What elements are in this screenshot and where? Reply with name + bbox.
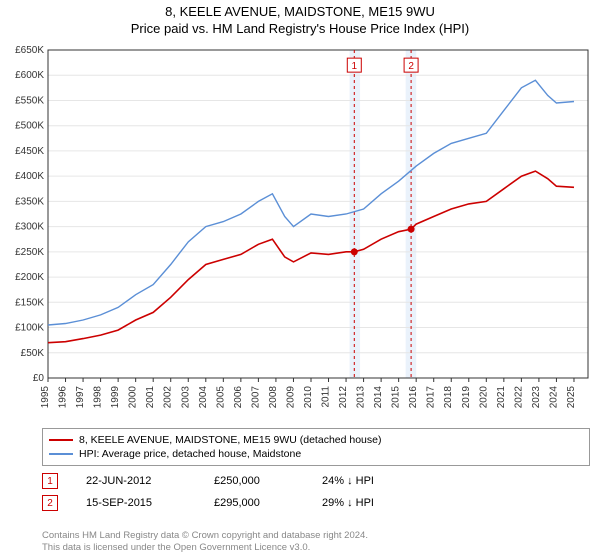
sale-row: 1 22-JUN-2012 £250,000 24% ↓ HPI: [42, 470, 590, 492]
svg-text:2001: 2001: [145, 386, 156, 409]
svg-text:2022: 2022: [513, 386, 524, 409]
footer-line1: Contains HM Land Registry data © Crown c…: [42, 530, 590, 542]
sales-table: 1 22-JUN-2012 £250,000 24% ↓ HPI 2 15-SEP-201…: [42, 470, 590, 514]
svg-text:2003: 2003: [180, 386, 191, 409]
sale-price: £295,000: [214, 497, 294, 509]
svg-text:2021: 2021: [496, 386, 507, 409]
svg-text:2010: 2010: [303, 386, 314, 409]
svg-text:2007: 2007: [250, 386, 261, 409]
svg-text:1: 1: [352, 61, 358, 72]
svg-text:2025: 2025: [566, 386, 577, 409]
svg-text:2024: 2024: [548, 386, 559, 409]
svg-text:2020: 2020: [478, 386, 489, 409]
svg-text:2018: 2018: [443, 386, 454, 409]
svg-text:2011: 2011: [321, 386, 332, 408]
svg-text:2008: 2008: [268, 386, 279, 409]
svg-text:2006: 2006: [233, 386, 244, 409]
svg-text:2019: 2019: [461, 386, 472, 409]
svg-text:£100K: £100K: [15, 323, 44, 334]
svg-text:1999: 1999: [110, 386, 121, 409]
svg-text:£200K: £200K: [15, 272, 44, 283]
legend-swatch: [49, 439, 73, 441]
svg-text:£600K: £600K: [15, 70, 44, 81]
svg-text:2: 2: [408, 61, 414, 72]
sale-diff: 29% ↓ HPI: [322, 497, 422, 509]
svg-text:£250K: £250K: [15, 247, 44, 258]
line-chart: £0 £50K £100K £150K £200K £250K £300K £350K £400…: [0, 42, 600, 422]
sale-marker: 1: [42, 473, 58, 489]
svg-text:2012: 2012: [338, 386, 349, 409]
svg-text:1995: 1995: [40, 386, 51, 409]
chart-container: 8, KEELE AVENUE, MAIDSTONE, ME15 9WU Pri…: [0, 0, 600, 560]
svg-text:£400K: £400K: [15, 171, 44, 182]
svg-text:2002: 2002: [163, 386, 174, 409]
svg-text:2014: 2014: [373, 386, 384, 409]
svg-text:£300K: £300K: [15, 222, 44, 233]
sale-diff: 24% ↓ HPI: [322, 475, 422, 487]
svg-text:2017: 2017: [426, 386, 437, 409]
svg-text:£450K: £450K: [15, 146, 44, 157]
svg-text:£550K: £550K: [15, 95, 44, 106]
chart-title-line2: Price paid vs. HM Land Registry's House …: [0, 21, 600, 40]
svg-text:£650K: £650K: [15, 45, 44, 56]
legend-swatch: [49, 453, 73, 455]
legend-item: HPI: Average price, detached house, Maid…: [49, 447, 583, 461]
legend-label: HPI: Average price, detached house, Maid…: [79, 448, 301, 460]
legend: 8, KEELE AVENUE, MAIDSTONE, ME15 9WU (de…: [42, 428, 590, 466]
svg-text:2016: 2016: [408, 386, 419, 409]
svg-text:2005: 2005: [215, 386, 226, 409]
svg-text:£150K: £150K: [15, 297, 44, 308]
svg-text:2013: 2013: [356, 386, 367, 409]
svg-text:2004: 2004: [198, 386, 209, 409]
sale-row: 2 15-SEP-2015 £295,000 29% ↓ HPI: [42, 492, 590, 514]
footer-line2: This data is licensed under the Open Gov…: [42, 542, 590, 554]
footer-attribution: Contains HM Land Registry data © Crown c…: [42, 530, 590, 554]
svg-text:2009: 2009: [285, 386, 296, 409]
svg-text:£0: £0: [33, 373, 45, 384]
svg-text:2000: 2000: [128, 386, 139, 409]
chart-title-line1: 8, KEELE AVENUE, MAIDSTONE, ME15 9WU: [0, 0, 600, 21]
sale-date: 15-SEP-2015: [86, 497, 186, 509]
sale-marker: 2: [42, 495, 58, 511]
sale-date: 22-JUN-2012: [86, 475, 186, 487]
sale-price: £250,000: [214, 475, 294, 487]
svg-text:1997: 1997: [75, 386, 86, 409]
svg-text:£500K: £500K: [15, 121, 44, 132]
legend-label: 8, KEELE AVENUE, MAIDSTONE, ME15 9WU (de…: [79, 434, 382, 446]
svg-text:£50K: £50K: [21, 348, 45, 359]
svg-text:£350K: £350K: [15, 196, 44, 207]
legend-item: 8, KEELE AVENUE, MAIDSTONE, ME15 9WU (de…: [49, 433, 583, 447]
svg-text:1996: 1996: [58, 386, 69, 409]
chart-area: £0 £50K £100K £150K £200K £250K £300K £350K £400…: [0, 42, 600, 422]
svg-text:2015: 2015: [391, 386, 402, 409]
svg-text:1998: 1998: [93, 386, 104, 409]
svg-text:2023: 2023: [531, 386, 542, 409]
